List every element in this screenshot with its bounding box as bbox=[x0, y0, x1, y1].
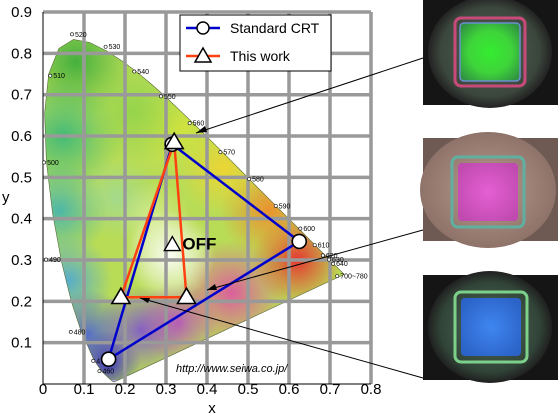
y-tick-label: 0.5 bbox=[11, 169, 32, 186]
wavelength-label: 550 bbox=[164, 94, 176, 101]
wavelength-label: 510 bbox=[53, 73, 65, 80]
wavelength-label: 640 bbox=[336, 261, 348, 268]
wavelength-label: 560 bbox=[193, 121, 205, 128]
wavelength-marker bbox=[335, 274, 340, 279]
wavelength-marker bbox=[48, 73, 53, 78]
y-tick-label: 0.9 bbox=[11, 4, 32, 21]
white-emission-photo bbox=[420, 132, 558, 248]
series-thiswork-triangle bbox=[119, 140, 188, 299]
x-tick-label: 0.7 bbox=[320, 381, 341, 398]
y-axis-title: y bbox=[2, 189, 10, 206]
y-tick-label: 0.4 bbox=[11, 211, 32, 228]
wavelength-marker bbox=[42, 160, 47, 165]
wavelength-marker bbox=[97, 369, 102, 374]
x-tick-label: 0 bbox=[39, 381, 47, 398]
x-tick-label: 0.6 bbox=[279, 381, 300, 398]
wavelength-marker bbox=[273, 203, 278, 208]
wavelength-marker bbox=[44, 257, 49, 262]
wavelength-label: 580 bbox=[252, 176, 264, 183]
wavelength-label: 570 bbox=[223, 150, 235, 157]
x-axis-title: x bbox=[208, 400, 216, 417]
wavelength-marker bbox=[70, 32, 74, 37]
wavelength-label: 540 bbox=[137, 69, 149, 76]
x-tick-label: 0.3 bbox=[156, 381, 177, 398]
legend-crt-marker bbox=[196, 21, 210, 35]
blue-emission-photo bbox=[423, 271, 558, 383]
wavelength-label: 460 bbox=[102, 369, 114, 376]
series-layer bbox=[100, 131, 308, 368]
wavelength-label: 610 bbox=[318, 243, 330, 250]
y-tick-label: 0.6 bbox=[11, 128, 32, 145]
wavelength-label: 600 bbox=[303, 226, 315, 233]
green-emission-photo bbox=[423, 0, 558, 108]
legend: Standard CRT This work bbox=[179, 14, 332, 72]
wavelength-marker bbox=[91, 358, 96, 363]
wavelength-label: 500 bbox=[47, 160, 59, 167]
y-tick-label: 0.2 bbox=[11, 293, 32, 310]
source-url: http://www.seiwa.co.jp/ bbox=[176, 363, 288, 375]
legend-thiswork-label: This work bbox=[230, 48, 291, 64]
x-tick-label: 0.8 bbox=[361, 381, 382, 398]
x-tick-label: 0.5 bbox=[238, 381, 259, 398]
wavelength-marker bbox=[331, 261, 336, 266]
photo-leader-lines bbox=[139, 57, 424, 379]
crt-point bbox=[100, 351, 117, 368]
wavelength-marker bbox=[218, 150, 223, 155]
wavelength-label: 700~780 bbox=[340, 274, 368, 281]
wavelength-label: 620 bbox=[326, 253, 338, 260]
legend-crt-label: Standard CRT bbox=[230, 20, 320, 36]
y-tick-label: 0.3 bbox=[11, 252, 32, 269]
off-marker bbox=[163, 235, 182, 252]
wavelength-label: 480 bbox=[74, 329, 86, 336]
wavelength-label: 590 bbox=[279, 203, 291, 210]
thiswork-point bbox=[110, 286, 132, 305]
x-tick-label: 0.2 bbox=[115, 381, 136, 398]
x-tick-label: 0.4 bbox=[197, 381, 218, 398]
wavelength-marker bbox=[247, 177, 252, 181]
legend-thiswork-marker bbox=[193, 46, 213, 63]
axes: 0 0.1 0.2 0.3 0.4 0.5 0.6 0.7 0.8 0.1 0.2 0.3 0.4 0.5… bbox=[11, 4, 381, 398]
wavelength-label: 630 bbox=[332, 257, 344, 264]
crt-point bbox=[291, 233, 308, 250]
y-tick-label: 0.7 bbox=[11, 87, 32, 104]
wavelength-marker bbox=[68, 330, 73, 334]
x-tick-label: 0.1 bbox=[74, 381, 95, 398]
wavelength-label: 490 bbox=[49, 257, 61, 264]
series-crt-triangle bbox=[107, 143, 301, 361]
wavelength-label: 520 bbox=[75, 32, 87, 39]
y-tick-label: 0.1 bbox=[11, 335, 32, 352]
wavelength-marker bbox=[320, 253, 325, 258]
thiswork-point bbox=[176, 286, 197, 305]
wavelength-label: 530 bbox=[109, 44, 121, 51]
wavelength-marker bbox=[327, 257, 331, 262]
wavelength-marker bbox=[159, 94, 163, 99]
wavelength-marker bbox=[103, 44, 108, 49]
wavelength-marker bbox=[187, 121, 192, 126]
wavelength-marker bbox=[312, 243, 317, 248]
off-annotation: OFF bbox=[182, 235, 216, 254]
y-tick-label: 0.8 bbox=[11, 45, 32, 62]
thiswork-point bbox=[163, 131, 185, 150]
wavelength-marker bbox=[132, 69, 137, 74]
wavelength-marker bbox=[298, 226, 303, 231]
